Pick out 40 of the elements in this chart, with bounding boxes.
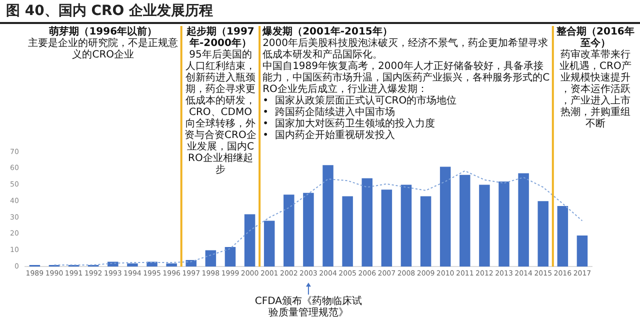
- bar: [146, 262, 158, 267]
- text: • 国内药企开始重视研发投入: [262, 129, 395, 142]
- bar: [264, 220, 275, 267]
- bar: [498, 181, 510, 267]
- annotation: CFDA颁布《药物临床试验质量管理规范》: [254, 295, 362, 319]
- bar: [205, 250, 216, 267]
- bar: [342, 196, 353, 267]
- text: 主要是企业的研究院，不是正规意义的CRO企业: [28, 37, 178, 61]
- bar: [576, 235, 588, 267]
- text: • 国家加大对医药卫生领域的投入力度: [262, 118, 435, 130]
- bar: [322, 165, 334, 267]
- bar: [460, 174, 470, 267]
- bar: [381, 190, 392, 267]
- bar: [557, 206, 568, 267]
- bar: [420, 196, 432, 267]
- text: 药审改革带来行业机遇，CRO产业规模快速提升，资本运作活跃，产业进入上市热潮，并购重组不断: [560, 48, 632, 130]
- bar: [166, 263, 177, 267]
- bar: [400, 184, 412, 267]
- text: • 国家从政策层面正式认可CRO的市场地位: [262, 94, 457, 107]
- bar: [303, 192, 314, 267]
- bar: [518, 173, 529, 267]
- text: 95年后美国的人口红利结束，创新药进入瓶颈期，药企寻求更低成本的研发，CRO、CDMO向全球转移，外资与合资CRO企业发展，国内CRO企业相继起步: [184, 50, 256, 176]
- bar: [186, 260, 196, 267]
- text: • 跨国药企陆续进入中国市场: [262, 106, 395, 118]
- text: 爆发期（2001年-2015年）: [262, 26, 392, 38]
- text: 起步期（1997年-2000年）: [186, 26, 254, 50]
- bar: [127, 263, 138, 267]
- bar: [108, 262, 118, 267]
- text: 萌芽期（1996年以前）: [48, 26, 158, 38]
- bar: [479, 184, 490, 267]
- bar: [440, 166, 451, 267]
- bar: [244, 214, 256, 267]
- text: 整合期（2016年至今）: [556, 26, 634, 50]
- text: 2000年后美股科技股泡沫破灭，经济不景气，药企更加希望寻求低成本研发和产品国际化。: [262, 37, 548, 61]
- bar: [538, 201, 548, 267]
- chart-title: 图 40、国内 CRO 企业发展历程: [0, 0, 640, 24]
- bar: [224, 246, 236, 267]
- bar: [284, 194, 294, 267]
- text: 中国自1989年恢复高考，2000年人才正好储备较好，具备承接能力，中国医药市场升温，国内医药产业振兴，各种服务形式的CRO企业先后成立，行业进入爆发期：: [262, 60, 550, 96]
- bar: [362, 178, 372, 267]
